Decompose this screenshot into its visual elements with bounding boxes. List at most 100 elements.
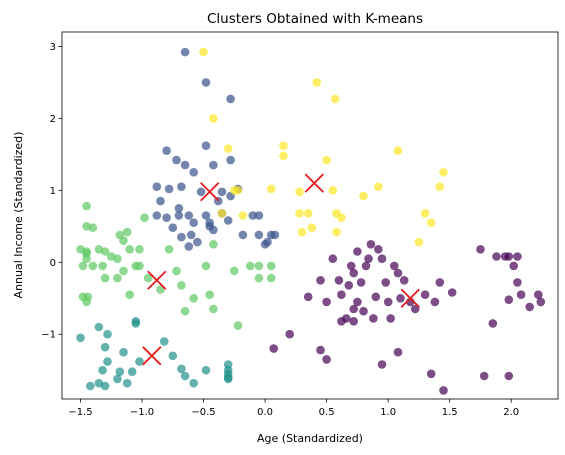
cluster-3-point (156, 285, 165, 294)
plot-frame (61, 31, 559, 400)
cluster-4-point (328, 186, 338, 195)
cluster-2-point (168, 351, 178, 361)
cluster-0-point (334, 276, 344, 285)
cluster-0-point (479, 371, 489, 381)
cluster-0-point (390, 261, 399, 271)
cluster-1-point (189, 168, 198, 177)
cluster-2-point (131, 319, 141, 328)
cluster-1-point (164, 184, 174, 194)
x-tick-label: −1.0 (130, 407, 154, 418)
cluster-0-point (381, 278, 391, 287)
x-tick-label: 1.0 (380, 407, 396, 418)
cluster-1-point (254, 211, 264, 220)
cluster-4-point (312, 78, 322, 87)
cluster-1-point (180, 160, 190, 170)
cluster-1-point (223, 216, 233, 225)
cluster-0-point (364, 254, 373, 263)
cluster-0-point (504, 371, 514, 381)
cluster-3-point (98, 261, 107, 271)
cluster-3-point (189, 294, 198, 303)
cluster-4-point (238, 211, 248, 220)
cluster-1-point (196, 187, 206, 197)
x-tick-label: 0.5 (319, 407, 335, 418)
cluster-3-point (113, 254, 122, 263)
cluster-3-point (100, 247, 110, 256)
cluster-0-point (476, 245, 485, 254)
cluster-3-point (209, 240, 218, 249)
cluster-3-point (143, 273, 153, 283)
cluster-1-point (226, 94, 235, 104)
cluster-2-point (189, 378, 198, 388)
cluster-3-point (254, 273, 264, 283)
centroid-marker (147, 270, 167, 290)
cluster-0-point (504, 252, 514, 261)
cluster-0-point (377, 360, 387, 369)
cluster-4-point (209, 114, 218, 123)
centroid-marker (142, 346, 162, 366)
cluster-4-point (307, 223, 317, 232)
x-tick-label: 2.0 (503, 407, 519, 418)
cluster-4-point (233, 186, 243, 195)
cluster-3-point (100, 273, 110, 283)
cluster-0-point (492, 252, 501, 261)
cluster-3-point (119, 236, 128, 245)
cluster-3-point (119, 266, 128, 276)
cluster-0-point (525, 302, 534, 312)
cluster-0-point (349, 304, 359, 314)
cluster-1-point (193, 237, 202, 247)
cluster-2-point (103, 357, 112, 366)
cluster-4-point (199, 47, 208, 57)
cluster-3-point (82, 297, 91, 307)
cluster-3-point (230, 266, 239, 276)
cluster-3-point (201, 261, 211, 271)
cluster-0-point (366, 240, 376, 249)
cluster-0-point (303, 292, 313, 302)
cluster-1-point (201, 78, 211, 87)
cluster-0-point (488, 319, 498, 328)
cluster-4-point (435, 182, 445, 191)
centroids-layer (142, 173, 420, 366)
cluster-0-point (509, 261, 518, 271)
cluster-0-point (353, 297, 362, 307)
cluster-0-point (516, 290, 526, 300)
cluster-1-point (156, 196, 165, 206)
cluster-1-point (174, 211, 184, 220)
cluster-0-point (349, 317, 359, 326)
cluster-3-point (88, 223, 98, 232)
cluster-0-point (439, 386, 448, 395)
cluster-2-point (127, 367, 137, 377)
cluster-2-point (113, 374, 122, 384)
cluster-4-point (420, 209, 430, 218)
cluster-0-point (393, 347, 403, 357)
cluster-2-point (135, 357, 144, 366)
cluster-3-point (125, 290, 134, 300)
cluster-1-point (168, 223, 178, 232)
cluster-0-point (269, 344, 279, 353)
cluster-3-point (78, 261, 88, 271)
cluster-0-point (513, 278, 522, 287)
y-tick-label: −1 (41, 330, 56, 341)
cluster-3-point (177, 281, 186, 290)
cluster-1-point (201, 141, 211, 150)
cluster-0-point (447, 288, 457, 297)
cluster-1-point (238, 230, 248, 240)
cluster-1-point (184, 242, 194, 251)
cluster-0-point (377, 254, 387, 263)
cluster-1-point (189, 218, 198, 227)
cluster-0-point (396, 294, 405, 303)
y-tick-label: 0 (50, 258, 56, 269)
centroid-marker (304, 173, 324, 193)
cluster-1-point (177, 232, 186, 242)
cluster-4-point (393, 146, 403, 155)
x-tick-label: 0.0 (257, 407, 273, 418)
cluster-3-point (135, 245, 144, 254)
cluster-4-point (295, 209, 304, 218)
cluster-0-point (349, 268, 359, 278)
cluster-4-point (279, 151, 288, 161)
cluster-1-point (209, 160, 218, 170)
chart-title: Clusters Obtained with K-means (207, 11, 423, 27)
cluster-2-point (201, 365, 211, 375)
cluster-3-point (209, 304, 218, 314)
cluster-0-point (383, 297, 393, 307)
